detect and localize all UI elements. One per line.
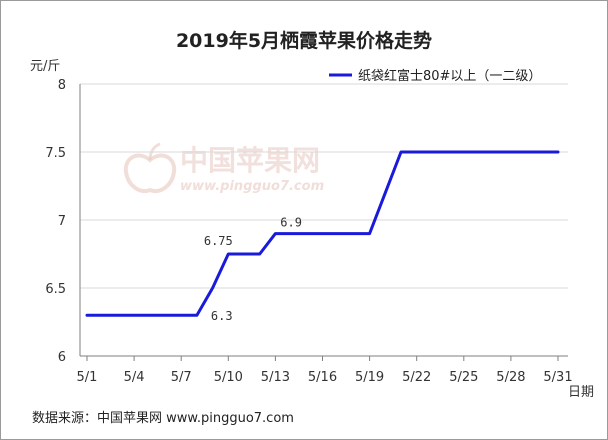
x-axis-ticks: 5/1 5/4 5/7 5/10 5/13 5/16 5/19 5/22 5/25 5/28 5/3… [77, 356, 573, 385]
y-tick-label: 7 [58, 214, 66, 229]
watermark: 中国苹果网 www.pingguo7.com [123, 142, 324, 194]
chart-title: 2019年5月栖霞苹果价格走势 [176, 29, 432, 52]
y-tick-label: 6.5 [45, 282, 66, 297]
x-tick-label: 5/22 [402, 370, 431, 385]
y-axis-ticks: 6 6.5 7 7.5 8 [45, 78, 66, 365]
x-tick-label: 5/31 [543, 370, 572, 385]
x-tick-label: 5/19 [355, 370, 384, 385]
data-label: 6.9 [280, 216, 302, 230]
apple-logo-icon [123, 142, 177, 193]
series-line [85, 150, 560, 317]
y-axis-unit-label: 元/斤 [30, 59, 60, 74]
x-tick-label: 5/7 [171, 370, 192, 385]
x-tick-label: 5/4 [124, 370, 145, 385]
y-tick-label: 8 [58, 78, 66, 93]
data-label: 6.75 [204, 234, 233, 248]
x-tick-label: 5/25 [449, 370, 478, 385]
legend-label: 纸袋红富士80#以上（一二级） [358, 68, 541, 84]
x-tick-label: 5/10 [214, 370, 243, 385]
x-axis-label: 日期 [568, 385, 594, 400]
data-label: 6.3 [211, 309, 233, 323]
watermark-url: www.pingguo7.com [180, 179, 324, 194]
series-group [85, 150, 560, 317]
x-tick-label: 5/28 [496, 370, 525, 385]
legend: 纸袋红富士80#以上（一二级） [329, 68, 541, 84]
x-tick-label: 5/13 [261, 370, 290, 385]
y-tick-label: 6 [58, 350, 66, 365]
data-labels: 6.3 6.75 6.9 [204, 216, 302, 324]
x-tick-label: 5/1 [77, 370, 98, 385]
watermark-text: 中国苹果网 [180, 144, 320, 177]
y-tick-label: 7.5 [45, 146, 66, 161]
source-text: 数据来源：中国苹果网 www.pingguo7.com [32, 411, 294, 426]
x-tick-label: 5/16 [308, 370, 337, 385]
